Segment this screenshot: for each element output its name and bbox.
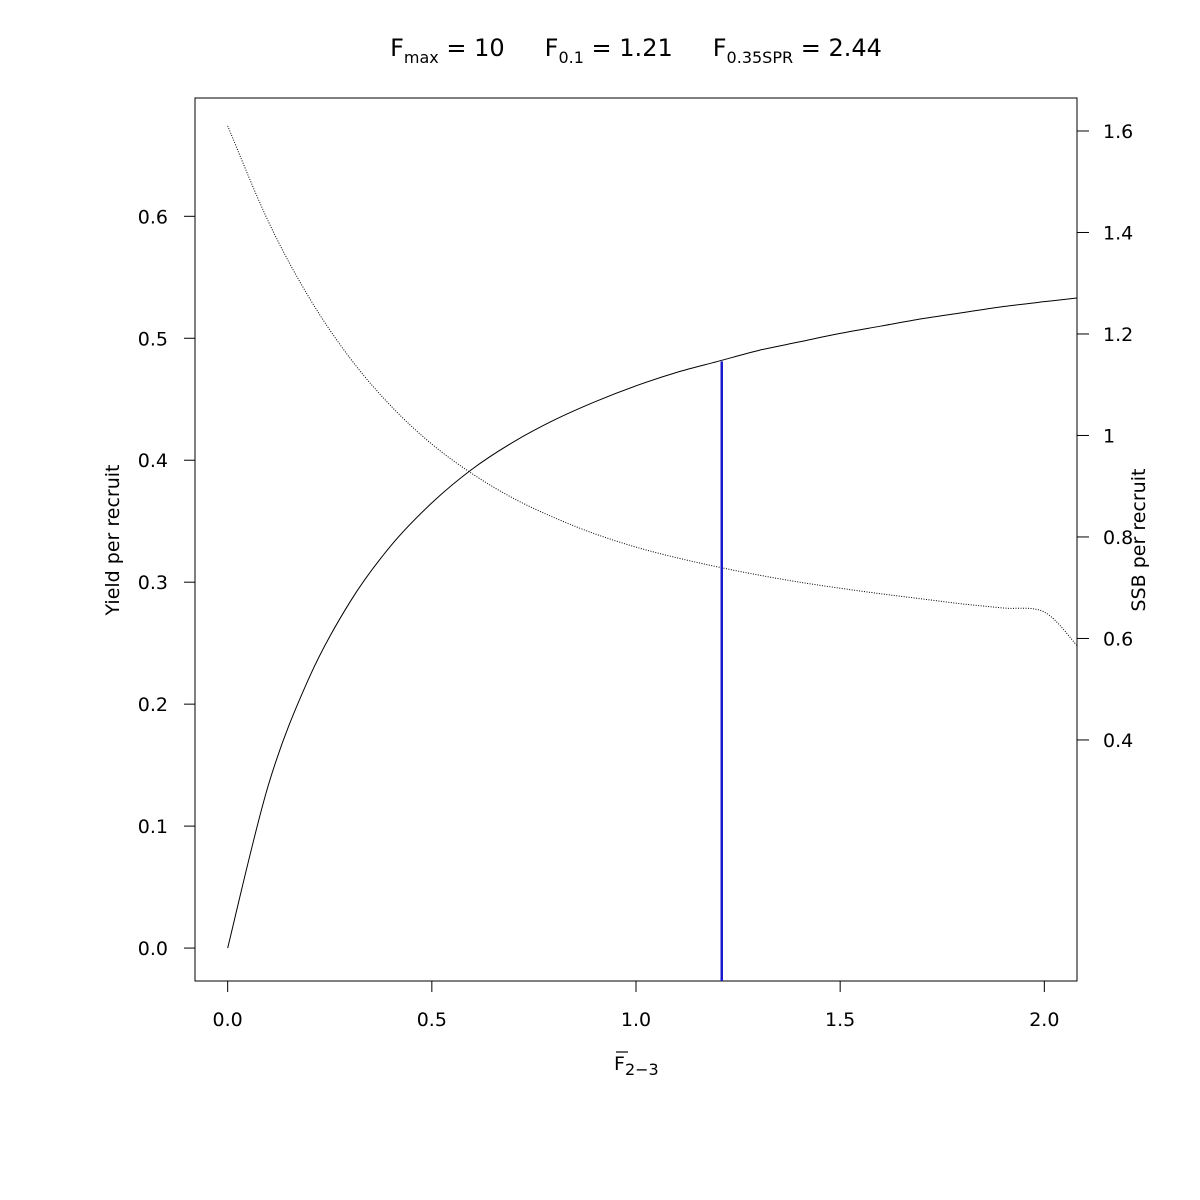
y-tick-label: 0.5 — [138, 328, 168, 350]
y2-tick-label: 0.6 — [1103, 628, 1133, 650]
title-f01-value: = 1.21 — [584, 34, 673, 62]
title-f01-sub: 0.1 — [558, 48, 583, 67]
x-tick-label: 0.0 — [213, 1009, 243, 1031]
svg-text:F2−3: F2−3 — [614, 1053, 659, 1079]
title-f01-main: F — [545, 34, 559, 62]
y2-tick-label: 1.6 — [1103, 121, 1133, 143]
x-tick-label: 0.5 — [417, 1009, 447, 1031]
x-tick-label: 1.0 — [621, 1009, 651, 1031]
x-axis: 0.0 0.5 1.0 1.5 2.0 — [213, 981, 1059, 1031]
ssb-per-recruit-line — [227, 125, 1078, 646]
series-layer — [227, 125, 1078, 981]
title-fmax-sub: max — [404, 48, 439, 67]
y-tick-label: 0.1 — [138, 816, 168, 838]
y2-tick-label: 1.2 — [1103, 324, 1133, 346]
y-tick-label: 0.2 — [138, 694, 168, 716]
y-tick-label: 0.6 — [138, 206, 168, 228]
y2-tick-label: 1.4 — [1103, 222, 1133, 244]
x-axis-label-main: F — [614, 1053, 625, 1075]
title-fmax-value: = 10 — [439, 34, 505, 62]
x-tick-label: 1.5 — [825, 1009, 855, 1031]
y2-tick-label: 0.8 — [1103, 527, 1133, 549]
plot-frame — [194, 97, 1078, 982]
y2-tick-label: 1 — [1103, 425, 1115, 447]
title-fmax-main: F — [390, 34, 404, 62]
yield-per-recruit-line — [227, 297, 1078, 949]
title-f035-main: F — [713, 34, 727, 62]
x-axis-label: F2−3 — [614, 1051, 659, 1079]
title-f035-value: = 2.44 — [793, 34, 882, 62]
chart-title: Fmax = 10 F0.1 = 1.21 F0.35SPR = 2.44 — [390, 34, 882, 67]
y-tick-label: 0.0 — [138, 938, 168, 960]
y-tick-label: 0.4 — [138, 450, 168, 472]
y-axis-label: Yield per recruit — [102, 465, 124, 617]
x-tick-label: 2.0 — [1029, 1009, 1059, 1031]
y-tick-label: 0.3 — [138, 572, 168, 594]
y2-axis-label: SSB per recruit — [1128, 469, 1150, 612]
x-axis-label-sub: 2−3 — [625, 1060, 659, 1079]
y-axis-right: 0.4 0.6 0.8 1 1.2 1.4 1.6 — [1077, 121, 1133, 752]
y-axis-left: 0.0 0.1 0.2 0.3 0.4 0.5 0.6 — [138, 206, 195, 960]
y2-tick-label: 0.4 — [1103, 730, 1133, 752]
title-f035-sub: 0.35SPR — [727, 48, 794, 67]
